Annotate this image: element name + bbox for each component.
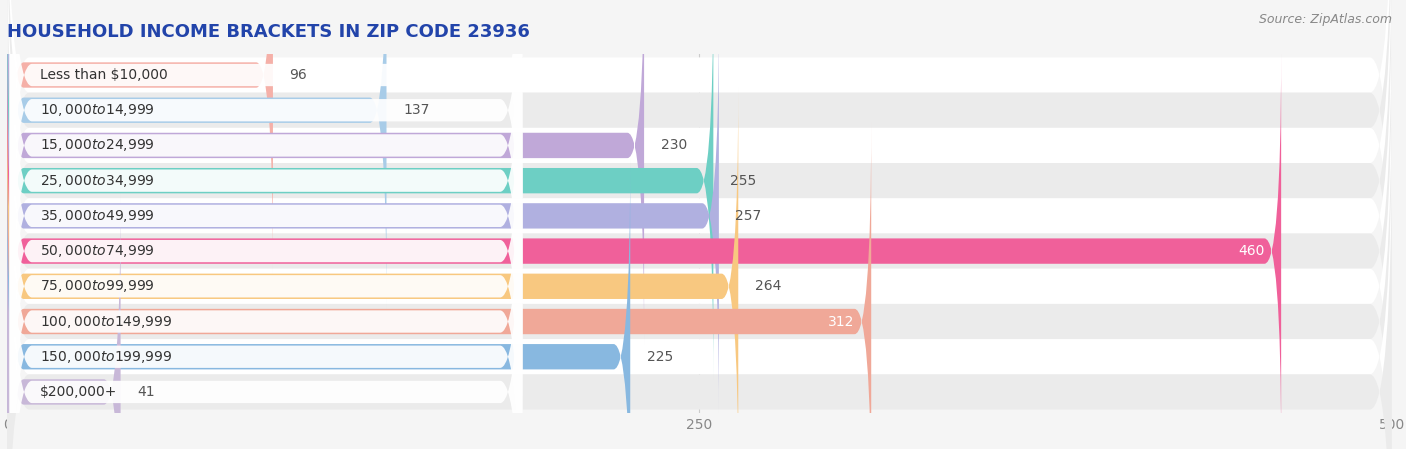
FancyBboxPatch shape bbox=[7, 123, 872, 449]
FancyBboxPatch shape bbox=[10, 16, 522, 449]
FancyBboxPatch shape bbox=[7, 0, 713, 379]
Text: 230: 230 bbox=[661, 138, 688, 153]
FancyBboxPatch shape bbox=[7, 0, 1392, 445]
FancyBboxPatch shape bbox=[7, 57, 1392, 449]
Text: 312: 312 bbox=[828, 314, 855, 329]
Text: 96: 96 bbox=[290, 68, 308, 82]
Text: Less than $10,000: Less than $10,000 bbox=[41, 68, 169, 82]
Text: $75,000 to $99,999: $75,000 to $99,999 bbox=[41, 278, 155, 294]
FancyBboxPatch shape bbox=[7, 158, 630, 449]
FancyBboxPatch shape bbox=[10, 121, 522, 449]
Text: HOUSEHOLD INCOME BRACKETS IN ZIP CODE 23936: HOUSEHOLD INCOME BRACKETS IN ZIP CODE 23… bbox=[7, 23, 530, 41]
FancyBboxPatch shape bbox=[7, 128, 1392, 449]
Text: 137: 137 bbox=[404, 103, 429, 117]
FancyBboxPatch shape bbox=[10, 0, 522, 346]
Text: 460: 460 bbox=[1239, 244, 1264, 258]
FancyBboxPatch shape bbox=[7, 88, 738, 449]
FancyBboxPatch shape bbox=[7, 0, 644, 344]
FancyBboxPatch shape bbox=[10, 0, 522, 449]
FancyBboxPatch shape bbox=[10, 86, 522, 449]
FancyBboxPatch shape bbox=[10, 0, 522, 449]
Text: 257: 257 bbox=[735, 209, 762, 223]
Text: $100,000 to $149,999: $100,000 to $149,999 bbox=[41, 313, 173, 330]
FancyBboxPatch shape bbox=[7, 0, 1392, 449]
Text: $200,000+: $200,000+ bbox=[41, 385, 118, 399]
FancyBboxPatch shape bbox=[7, 17, 718, 414]
FancyBboxPatch shape bbox=[7, 194, 121, 449]
Text: $150,000 to $199,999: $150,000 to $199,999 bbox=[41, 349, 173, 365]
FancyBboxPatch shape bbox=[7, 0, 1392, 449]
Text: 41: 41 bbox=[138, 385, 155, 399]
FancyBboxPatch shape bbox=[7, 0, 1392, 339]
FancyBboxPatch shape bbox=[7, 0, 273, 273]
Text: $50,000 to $74,999: $50,000 to $74,999 bbox=[41, 243, 155, 259]
Text: Source: ZipAtlas.com: Source: ZipAtlas.com bbox=[1258, 13, 1392, 26]
Text: $10,000 to $14,999: $10,000 to $14,999 bbox=[41, 102, 155, 118]
FancyBboxPatch shape bbox=[10, 0, 522, 381]
FancyBboxPatch shape bbox=[7, 0, 387, 309]
Text: 255: 255 bbox=[730, 174, 756, 188]
Text: $35,000 to $49,999: $35,000 to $49,999 bbox=[41, 208, 155, 224]
FancyBboxPatch shape bbox=[7, 0, 1392, 374]
FancyBboxPatch shape bbox=[7, 0, 1392, 409]
FancyBboxPatch shape bbox=[10, 0, 522, 449]
FancyBboxPatch shape bbox=[10, 0, 522, 416]
Text: 225: 225 bbox=[647, 350, 673, 364]
FancyBboxPatch shape bbox=[10, 51, 522, 449]
Text: 264: 264 bbox=[755, 279, 782, 293]
FancyBboxPatch shape bbox=[7, 22, 1392, 449]
Text: $25,000 to $34,999: $25,000 to $34,999 bbox=[41, 173, 155, 189]
FancyBboxPatch shape bbox=[7, 53, 1281, 449]
FancyBboxPatch shape bbox=[7, 92, 1392, 449]
Text: $15,000 to $24,999: $15,000 to $24,999 bbox=[41, 137, 155, 154]
